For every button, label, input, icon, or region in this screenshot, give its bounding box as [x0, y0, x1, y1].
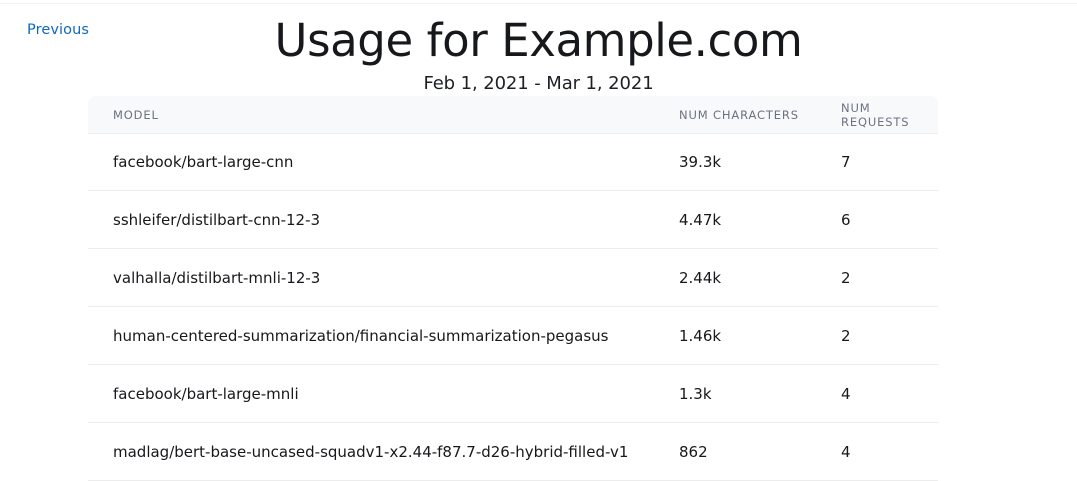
cell-num-characters: 4.47k	[679, 190, 841, 249]
cell-model: facebook/bart-large-cnn	[88, 133, 679, 191]
column-header-model: MODEL	[88, 96, 679, 134]
page-header: Usage for Example.com Feb 1, 2021 - Mar …	[0, 10, 1077, 96]
table-row: facebook/bart-large-mnli 1.3k 4	[88, 364, 938, 423]
cell-num-characters: 1.3k	[679, 364, 841, 423]
column-header-num-characters: NUM CHARACTERS	[679, 96, 841, 134]
top-divider	[0, 3, 1077, 4]
table-row: madlag/bert-base-uncased-squadv1-x2.44-f…	[88, 422, 938, 481]
cell-model: human-centered-summarization/financial-s…	[88, 306, 679, 365]
cell-num-characters: 1.46k	[679, 306, 841, 365]
cell-num-requests: 4	[841, 364, 938, 423]
table-body: facebook/bart-large-cnn 39.3k 7 sshleife…	[88, 133, 938, 481]
cell-num-characters: 2.44k	[679, 248, 841, 307]
date-range-subtitle: Feb 1, 2021 - Mar 1, 2021	[423, 73, 654, 94]
table-row: valhalla/distilbart-mnli-12-3 2.44k 2	[88, 248, 938, 307]
table-row: human-centered-summarization/financial-s…	[88, 306, 938, 365]
table-header-row: MODEL NUM CHARACTERS NUM REQUESTS	[88, 96, 938, 134]
column-header-num-requests: NUM REQUESTS	[841, 96, 938, 134]
table-row: facebook/bart-large-cnn 39.3k 7	[88, 133, 938, 191]
previous-link[interactable]: Previous	[27, 22, 90, 38]
cell-model: valhalla/distilbart-mnli-12-3	[88, 248, 679, 307]
usage-table: MODEL NUM CHARACTERS NUM REQUESTS facebo…	[88, 96, 938, 481]
cell-model: sshleifer/distilbart-cnn-12-3	[88, 190, 679, 249]
cell-num-requests: 6	[841, 190, 938, 249]
table-header: MODEL NUM CHARACTERS NUM REQUESTS	[88, 96, 938, 134]
cell-num-requests: 2	[841, 248, 938, 307]
cell-model: madlag/bert-base-uncased-squadv1-x2.44-f…	[88, 422, 679, 481]
cell-num-requests: 2	[841, 306, 938, 365]
cell-model: facebook/bart-large-mnli	[88, 364, 679, 423]
cell-num-characters: 39.3k	[679, 133, 841, 191]
cell-num-requests: 7	[841, 133, 938, 191]
usage-table-card: MODEL NUM CHARACTERS NUM REQUESTS facebo…	[88, 96, 938, 481]
page-title: Usage for Example.com	[274, 14, 803, 67]
table-row: sshleifer/distilbart-cnn-12-3 4.47k 6	[88, 190, 938, 249]
cell-num-requests: 4	[841, 422, 938, 481]
cell-num-characters: 862	[679, 422, 841, 481]
